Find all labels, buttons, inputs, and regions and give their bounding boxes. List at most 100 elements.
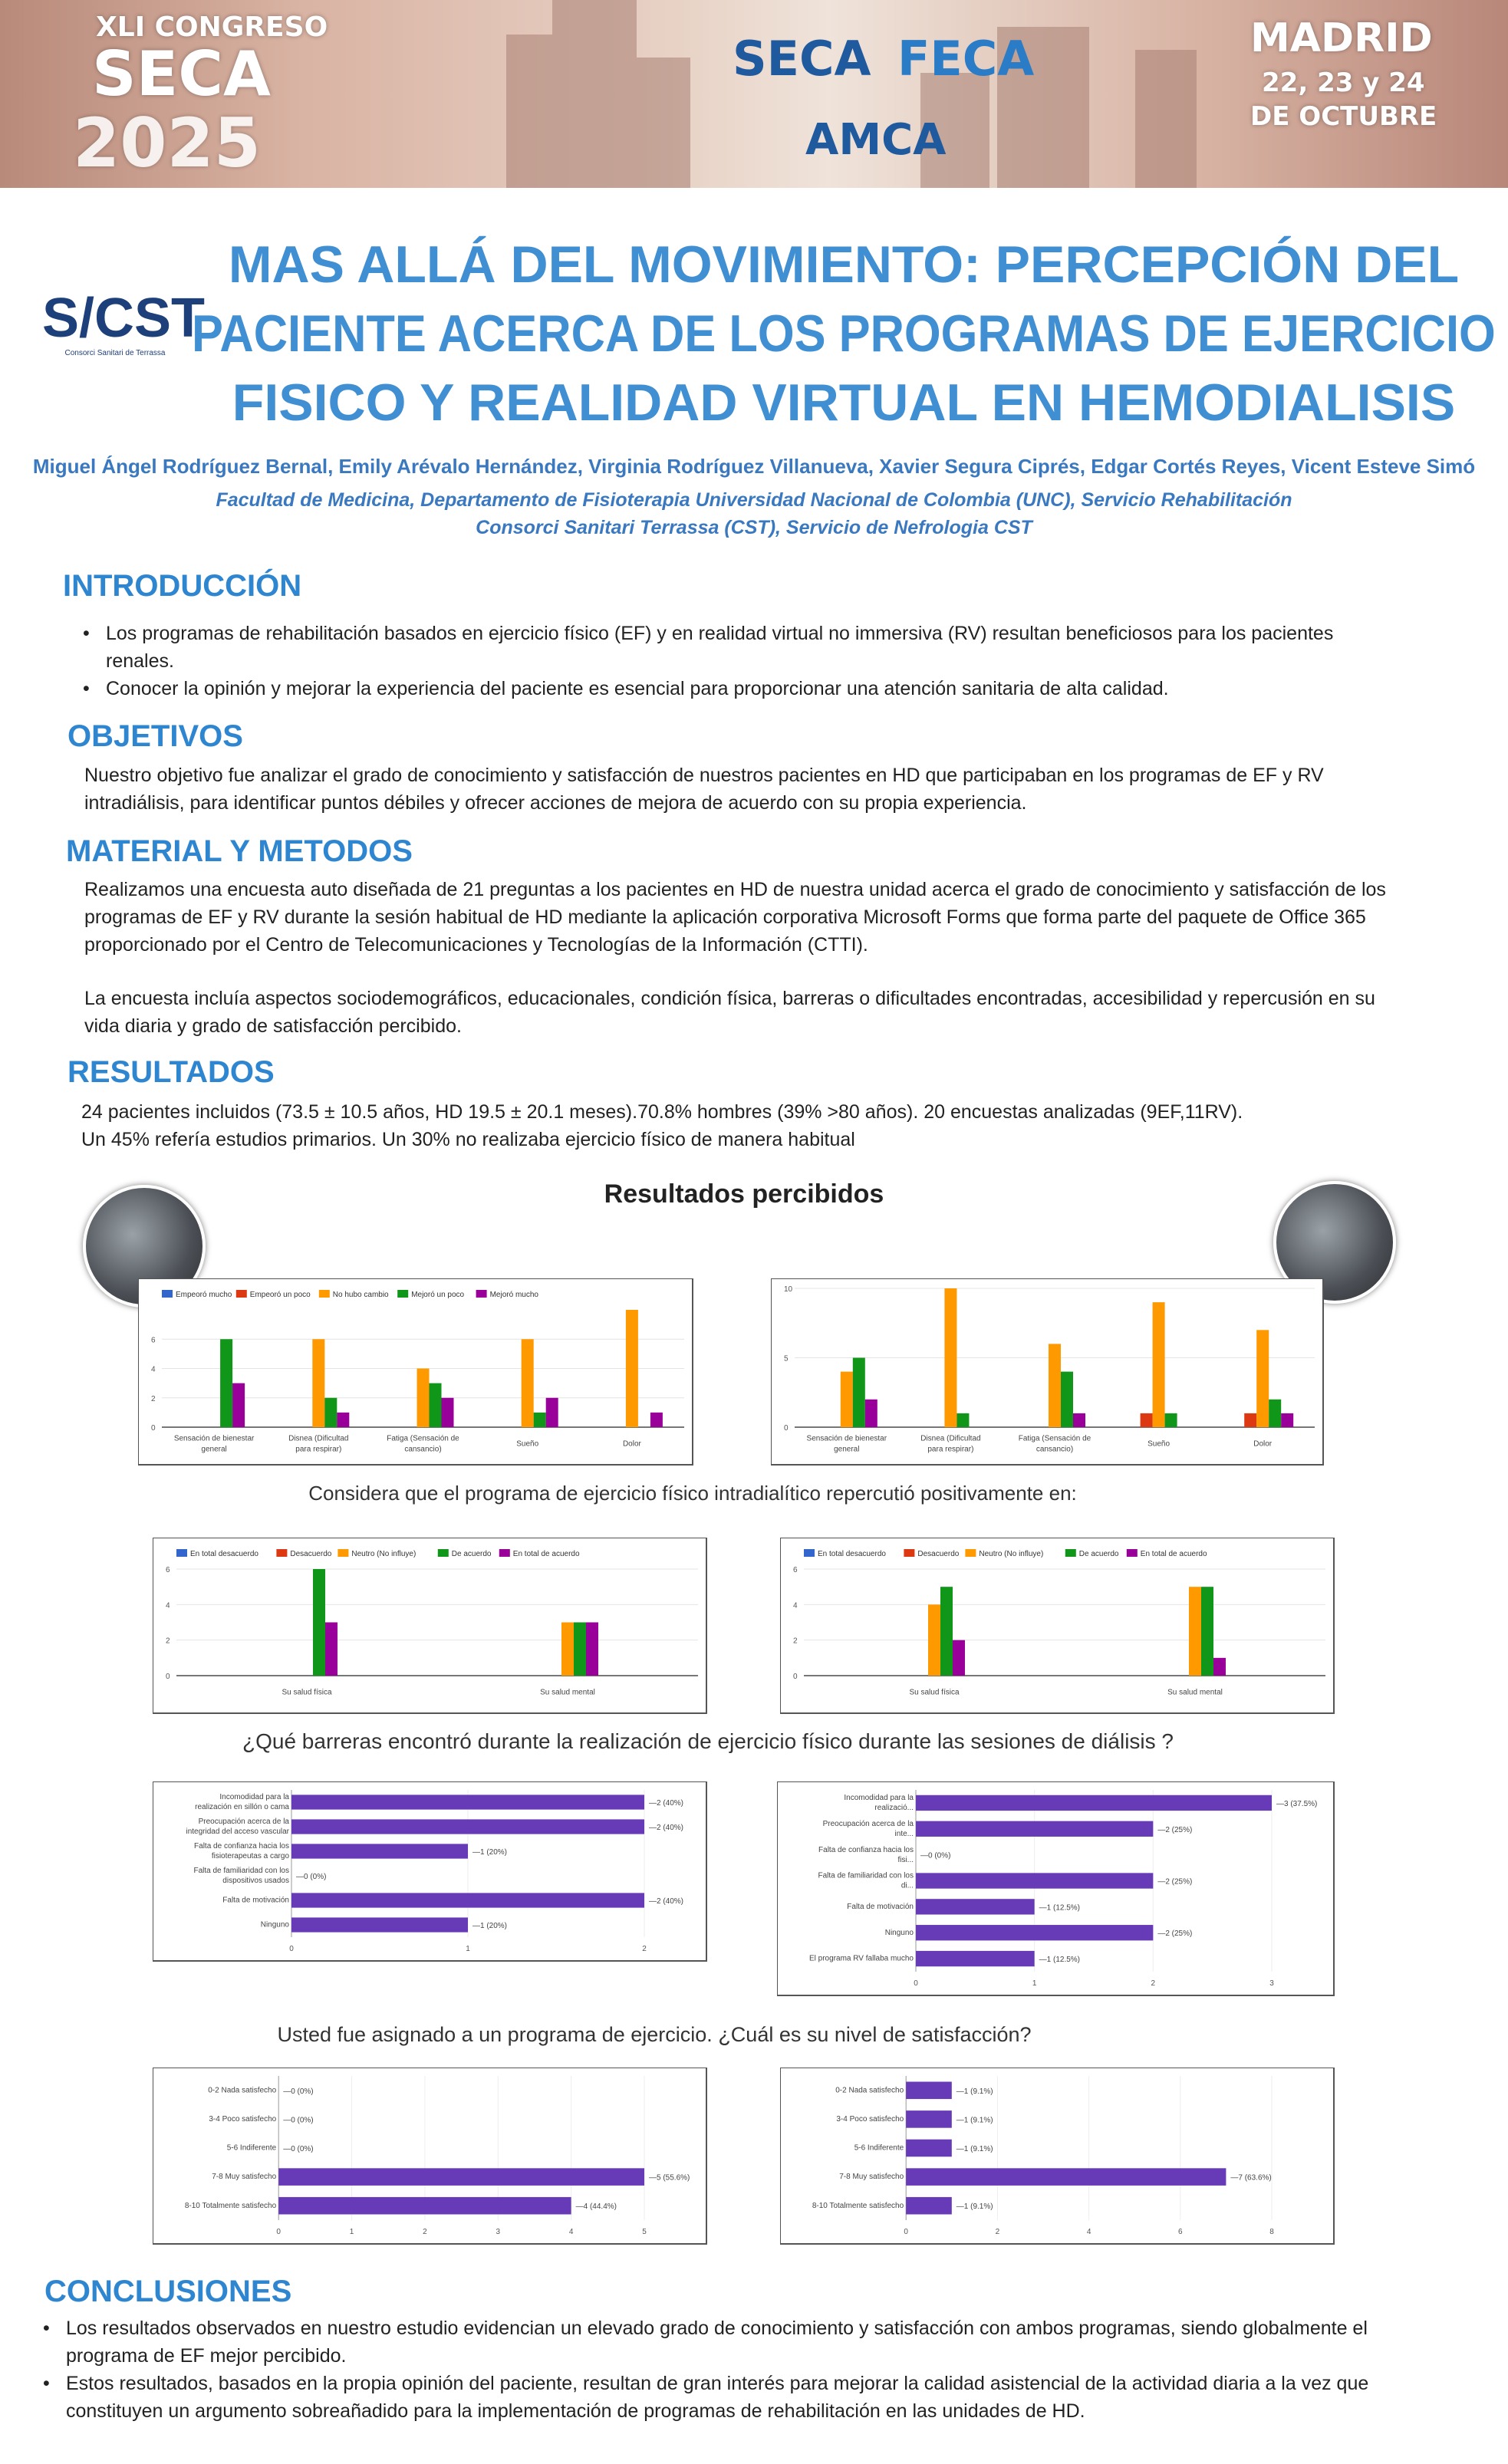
y-tick-label: 5-6 Indiferente (854, 2144, 904, 2153)
data-label: —1 (9.1%) (956, 2116, 993, 2124)
x-tick-label: Su salud física (282, 1689, 331, 1697)
y-tick-label: 7-8 Muy satisfecho (839, 2173, 904, 2181)
y-tick-label: 7-8 Muy satisfecho (212, 2173, 276, 2181)
objetivos-heading: OBJETIVOS (67, 719, 243, 753)
legend-swatch (437, 1549, 449, 1557)
data-label: —0 (0%) (296, 1873, 326, 1881)
bar (906, 2110, 952, 2128)
legend-label: De acuerdo (1079, 1550, 1119, 1558)
y-tick-label: Preocupación acerca de la (199, 1818, 290, 1826)
x-tick-label: Disnea (Dificultad (920, 1435, 980, 1443)
chart-ef-health: En total desacuerdo Desacuerdo Neutro (No … (153, 1538, 707, 1714)
bar (906, 2139, 952, 2157)
bar (1201, 1587, 1213, 1676)
bar (1073, 1413, 1085, 1427)
bar (291, 1893, 644, 1908)
x-tick-label: 1 (350, 2228, 354, 2236)
bar (1061, 1371, 1073, 1427)
x-tick-label: Fatiga (Sensación de (1019, 1435, 1091, 1443)
legend-swatch (276, 1549, 288, 1557)
x-tick-label: 1 (466, 1945, 470, 1953)
y-tick-label: Ninguno (261, 1921, 290, 1929)
y-tick-label: Preocupación acerca de la (823, 1820, 914, 1828)
y-tick-label: 0 (151, 1424, 156, 1433)
data-label: —2 (40%) (649, 1824, 683, 1832)
bar (1189, 1587, 1201, 1676)
legend-label: En total de acuerdo (1141, 1550, 1207, 1558)
bar (1269, 1399, 1282, 1427)
bar (916, 1821, 1154, 1837)
caption-satisfaction: Usted fue asignado a un programa de ejer… (277, 2023, 1032, 2046)
x-tick-label: Dolor (623, 1440, 642, 1449)
y-tick-label: 8-10 Totalmente satisfecho (812, 2202, 904, 2210)
bar (1164, 1413, 1177, 1427)
x-tick-label: Sensación de bienestar (174, 1435, 255, 1443)
x-tick-label: 0 (904, 2228, 908, 2236)
x-tick-label: cansancio) (1036, 1446, 1073, 1454)
y-tick-label: 0 (166, 1673, 170, 1681)
affiliation: Facultad de Medicina, Departamento de Fi… (216, 489, 1292, 511)
bar (1256, 1330, 1269, 1427)
bar (1244, 1413, 1257, 1427)
bar (864, 1399, 877, 1427)
y-tick-label: Ninguno (885, 1929, 914, 1937)
x-tick-label: Dolor (1253, 1440, 1273, 1449)
seca-logo: SECA (733, 31, 871, 87)
chart-svg: 0 5 10 Sensación de bienestar general Disnea … (784, 1285, 1315, 1454)
bar (291, 1795, 644, 1810)
resultados-text: Un 45% refería estudios primarios. Un 30… (81, 1129, 855, 1150)
title-line: MAS ALLÁ DEL MOVIMIENTO: PERCEPCIÓN DEL (228, 235, 1460, 294)
metodos-text: Realizamos una encuesta auto diseñada de… (84, 879, 1386, 956)
x-tick-label: 0 (914, 1979, 918, 1988)
data-label: —3 (37.5%) (1276, 1800, 1317, 1808)
y-tick-label: Falta de familiaridad con los (818, 1872, 914, 1880)
bar (561, 1622, 574, 1676)
logo-subtitle: Consorci Sanitari de Terrassa (64, 349, 166, 357)
y-tick-label: Incomodidad para la (844, 1794, 914, 1802)
x-tick-label: Su salud física (909, 1689, 959, 1697)
chart-svg: En total desacuerdo Desacuerdo Neutro (No … (793, 1549, 1325, 1697)
y-tick-label: 0 (793, 1673, 798, 1681)
chart-svg: 0 1 2 Incomodidad para la realización en sil… (186, 1790, 683, 1953)
bar (313, 1569, 325, 1676)
x-tick-label: 2 (423, 2228, 427, 2236)
bar (1049, 1344, 1061, 1427)
bar (916, 1899, 1035, 1915)
x-tick-label: Disnea (Dificultad (288, 1435, 348, 1443)
metodos-text: La encuesta incluía aspectos sociodemogr… (84, 988, 1375, 1037)
city: MADRID (1250, 15, 1433, 61)
list-item: Conocer la opinión y mejorar la experien… (83, 675, 1402, 702)
legend-swatch (904, 1549, 915, 1557)
chart-rv-health: En total desacuerdo Desacuerdo Neutro (No … (780, 1538, 1335, 1714)
bar (291, 1819, 644, 1834)
data-label: —1 (20%) (472, 1922, 507, 1930)
chart-ef-barriers: 0 1 2 Incomodidad para la realización en sil… (153, 1781, 707, 1962)
x-tick-label: Su salud mental (1167, 1689, 1223, 1697)
feca-logo: FECA (897, 31, 1035, 87)
legend-swatch (318, 1290, 330, 1298)
title-line: FISICO Y REALIDAD VIRTUAL EN HEMODIALISI… (232, 373, 1456, 432)
data-label: —1 (9.1%) (956, 2145, 993, 2153)
x-tick-label: 5 (642, 2228, 647, 2236)
resultados-text: 24 pacientes incluidos (73.5 ± 10.5 años… (81, 1101, 1243, 1123)
x-tick-label: Su salud mental (540, 1689, 595, 1697)
y-tick-label: fisioterapeutas a cargo (212, 1852, 290, 1860)
y-tick-label: 3-4 Poco satisfecho (209, 2115, 276, 2124)
bar (441, 1397, 454, 1427)
congress-year: 2025 (73, 104, 261, 183)
caption-health: Considera que el programa de ejercicio f… (308, 1482, 1077, 1505)
data-label: —1 (20%) (472, 1848, 507, 1857)
conclusiones-heading: CONCLUSIONES (44, 2275, 292, 2308)
legend-swatch (804, 1549, 815, 1557)
affiliation: Consorci Sanitari Terrassa (CST), Servic… (476, 517, 1032, 538)
legend-label: Empeoró un poco (250, 1291, 311, 1299)
legend-swatch (1065, 1549, 1076, 1557)
chart-svg: En total desacuerdo Desacuerdo Neutro (No … (166, 1549, 698, 1697)
legend-label: De acuerdo (452, 1550, 492, 1558)
bar (916, 1950, 1035, 1967)
bar (220, 1339, 233, 1427)
bar (940, 1587, 953, 1676)
data-label: —0 (0%) (283, 2116, 313, 2124)
y-tick-label: Falta de motivación (847, 1903, 914, 1911)
title-line: PACIENTE ACERCA DE LOS PROGRAMAS DE EJER… (192, 304, 1496, 363)
